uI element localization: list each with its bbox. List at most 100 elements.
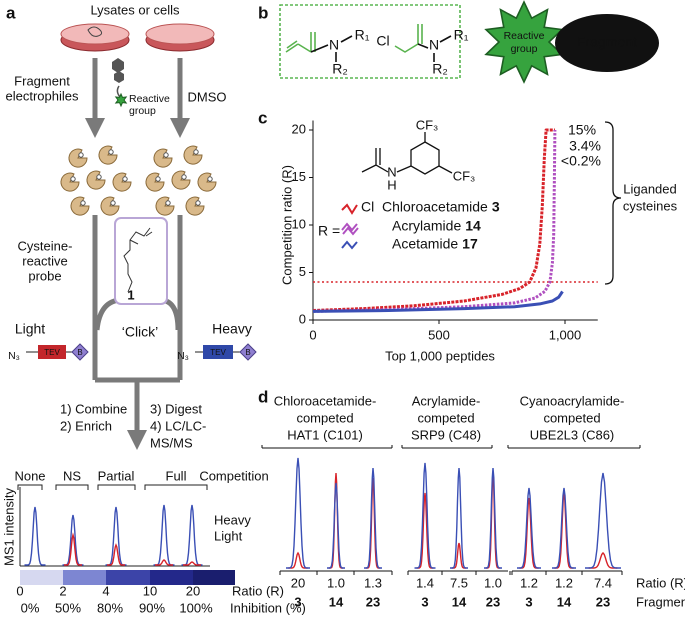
trace xyxy=(62,514,84,566)
label: 3 xyxy=(492,199,500,215)
label: 50% xyxy=(55,600,81,615)
label: 3 xyxy=(421,594,428,609)
label: 10 xyxy=(143,583,157,598)
label: Inhibition (%) xyxy=(230,600,306,615)
trace xyxy=(552,487,576,569)
label: MS/MS xyxy=(150,435,193,450)
trace xyxy=(414,462,436,569)
star xyxy=(484,0,564,84)
label: 1.3 xyxy=(364,575,382,590)
label: 500 xyxy=(428,327,450,342)
cysteine xyxy=(96,174,102,180)
label: 1.2 xyxy=(555,575,573,590)
label: N xyxy=(387,164,396,179)
trace xyxy=(517,487,541,569)
label: Top 1,000 peptides xyxy=(385,348,495,363)
label: HAT1 (C101) xyxy=(287,427,363,442)
label: 80% xyxy=(97,600,123,615)
trace xyxy=(181,504,203,566)
label: CF₃ xyxy=(416,117,439,132)
label: 10 xyxy=(292,216,306,231)
trace xyxy=(107,543,125,566)
cysteine xyxy=(155,176,161,182)
trace xyxy=(484,467,502,569)
label: Fragment xyxy=(14,73,70,88)
label: Heavy xyxy=(212,321,252,337)
trace xyxy=(554,492,574,569)
protein xyxy=(171,170,191,190)
label: 1 xyxy=(127,287,134,302)
label: Full xyxy=(166,468,187,483)
label: UBE2L3 (C86) xyxy=(530,427,615,442)
label: ‘Click’ xyxy=(122,324,159,340)
label: B xyxy=(77,348,82,357)
cysteine xyxy=(165,200,171,206)
label: 15% xyxy=(568,122,596,138)
label: 0 xyxy=(309,327,316,342)
series-line xyxy=(312,129,557,313)
label: 14 xyxy=(465,218,481,234)
label: B xyxy=(245,348,250,357)
label: 0 xyxy=(299,311,306,326)
label: Cyanoacrylamide- xyxy=(520,393,625,408)
trace xyxy=(451,542,467,569)
label: SRP9 (C48) xyxy=(411,427,481,442)
label: 23 xyxy=(596,594,610,609)
star xyxy=(114,92,128,108)
label: DMSO xyxy=(188,89,227,104)
label: 14 xyxy=(329,594,344,609)
label: TEV xyxy=(210,348,226,357)
protein xyxy=(98,145,118,165)
label: Acrylamide- xyxy=(412,393,481,408)
label: 2) Enrich xyxy=(60,418,112,433)
label: Fragment xyxy=(636,594,685,609)
label: Chloroacetamide- xyxy=(274,393,377,408)
trace xyxy=(155,559,173,566)
label: R₁ xyxy=(355,27,370,43)
label: R₁ xyxy=(454,27,469,43)
label: c xyxy=(258,108,267,127)
protein xyxy=(183,145,203,165)
cysteine xyxy=(78,152,84,158)
label: 100% xyxy=(179,600,213,615)
label: 90% xyxy=(139,600,165,615)
trace xyxy=(64,532,82,566)
trace xyxy=(519,497,539,569)
label: N₃ xyxy=(177,350,189,362)
trace xyxy=(24,506,46,566)
label: 23 xyxy=(366,594,380,609)
cysteine xyxy=(193,149,199,155)
label: cysteines xyxy=(623,198,678,213)
label: R₂ xyxy=(432,61,448,77)
protein xyxy=(185,196,205,216)
label: H xyxy=(387,177,396,192)
cysteine xyxy=(195,200,201,206)
label: Light xyxy=(214,528,243,543)
label: 1.0 xyxy=(484,575,502,590)
label: Light xyxy=(15,321,45,337)
protein xyxy=(100,196,120,216)
label: a xyxy=(6,3,16,22)
label: group xyxy=(129,105,156,117)
trace xyxy=(153,504,175,566)
label: Acetamide xyxy=(392,236,458,252)
label: b xyxy=(258,3,268,22)
label: Heavy xyxy=(214,512,251,527)
label: 0 xyxy=(16,583,23,598)
panel-a-art xyxy=(17,23,257,585)
protein xyxy=(153,148,173,168)
label: 1.2 xyxy=(520,575,538,590)
label: Lysates or cells xyxy=(90,2,180,17)
label: Competition xyxy=(199,468,268,483)
label: 20 xyxy=(291,575,305,590)
label: 3 xyxy=(525,594,532,609)
label: Chloroacetamide xyxy=(382,199,488,215)
label: 14 xyxy=(557,594,572,609)
trace xyxy=(286,457,310,569)
label: 20 xyxy=(292,121,306,136)
label: 5 xyxy=(299,264,306,279)
label: 20 xyxy=(186,583,200,598)
cysteine xyxy=(207,176,213,182)
trace xyxy=(327,482,345,569)
trace xyxy=(365,477,381,569)
